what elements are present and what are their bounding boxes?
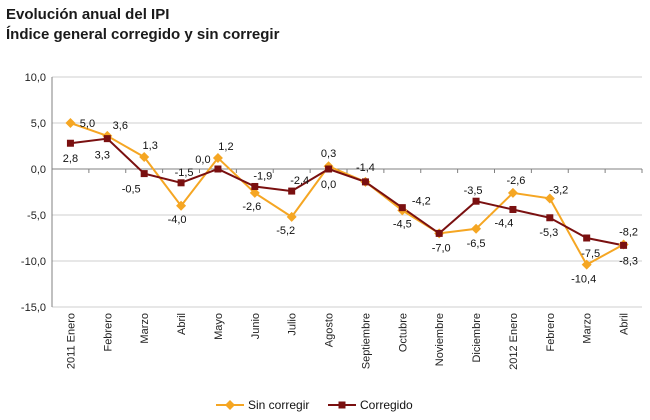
data-point-corregido — [435, 229, 443, 237]
y-tick-label: 5,0 — [31, 118, 46, 130]
x-tick-label: Julio — [287, 313, 299, 336]
data-label-sin-corregir: -5,2 — [276, 225, 295, 237]
data-label-corregido: -1,5 — [175, 167, 194, 179]
data-label-sin-corregir: -3,2 — [549, 184, 568, 196]
data-point-sin-corregir — [471, 223, 482, 234]
data-point-corregido — [251, 182, 259, 190]
data-label-corregido: -4,4 — [494, 217, 513, 229]
data-label-corregido: -4,2 — [412, 196, 431, 208]
data-point-sin-corregir — [507, 187, 518, 198]
data-point-corregido — [103, 135, 111, 143]
data-label-corregido: 0,0 — [321, 179, 336, 191]
x-tick-label: Febrero — [102, 313, 114, 352]
y-tick-label: -5,0 — [27, 210, 46, 222]
y-tick-label: -15,0 — [21, 302, 46, 314]
data-label-sin-corregir: -1,4 — [356, 162, 375, 174]
data-label-corregido: -1,9 — [253, 170, 272, 182]
data-label-sin-corregir: -8,2 — [619, 226, 638, 238]
chart-subtitle: Índice general corregido y sin corregir — [6, 26, 280, 43]
data-label-sin-corregir: 0,3 — [321, 148, 336, 160]
data-label-sin-corregir: 1,3 — [143, 140, 158, 152]
data-label-sin-corregir: -6,5 — [467, 238, 486, 250]
data-point-sin-corregir — [176, 200, 187, 211]
data-point-sin-corregir — [65, 118, 76, 128]
data-point-corregido — [472, 197, 480, 205]
series-line-corregido — [70, 137, 624, 247]
data-label-corregido: -8,3 — [619, 255, 638, 267]
data-label-sin-corregir: -10,4 — [571, 274, 596, 286]
data-label-sin-corregir: 5,0 — [80, 118, 95, 130]
data-label-sin-corregir: -2,6 — [242, 201, 261, 213]
data-point-sin-corregir — [581, 259, 592, 270]
data-label-corregido: -3,5 — [464, 185, 483, 197]
y-tick-label: -10,0 — [21, 256, 46, 268]
y-tick-label: 0,0 — [31, 164, 46, 176]
data-point-sin-corregir — [286, 211, 297, 222]
data-label-corregido: 0,0 — [195, 154, 210, 166]
legend-label-corregido: Corregido — [360, 398, 413, 412]
x-tick-label: Agosto — [324, 313, 336, 347]
data-label-sin-corregir: -4,0 — [168, 214, 187, 226]
data-point-corregido — [288, 187, 296, 195]
data-label-corregido: -0,5 — [122, 184, 141, 196]
data-label-sin-corregir: 3,6 — [113, 120, 128, 132]
x-tick-label: Febrero — [545, 313, 557, 352]
data-label-sin-corregir: -4,5 — [393, 218, 412, 230]
data-point-corregido — [620, 241, 628, 249]
x-tick-label: Mayo — [213, 313, 225, 340]
data-point-corregido — [509, 205, 517, 213]
legend-label-sin-corregir: Sin corregir — [248, 398, 309, 412]
data-point-sin-corregir — [212, 152, 223, 163]
series-line-sin-corregir — [70, 122, 625, 267]
data-point-sin-corregir — [544, 193, 555, 204]
data-label-sin-corregir: -2,6 — [506, 175, 525, 187]
x-tick-label: Marzo — [139, 313, 151, 344]
x-tick-label: Noviembre — [434, 313, 446, 366]
x-tick-label: Marzo — [582, 313, 594, 344]
data-point-sin-corregir — [139, 152, 150, 163]
x-tick-label: Abril — [176, 313, 188, 335]
x-tick-label: 2011 Enero — [65, 313, 77, 369]
data-label-sin-corregir: 1,2 — [218, 141, 233, 153]
data-label-corregido: -5,3 — [539, 227, 558, 239]
x-tick-label: Octubre — [397, 313, 409, 352]
x-tick-label: Junio — [250, 313, 262, 339]
data-label-sin-corregir: -7,0 — [432, 242, 451, 254]
x-tick-label: Diciembre — [471, 313, 483, 363]
data-point-corregido — [398, 204, 406, 212]
data-point-corregido — [140, 170, 148, 178]
data-point-corregido — [325, 165, 333, 173]
data-point-corregido — [546, 214, 554, 222]
x-tick-label: Septiembre — [360, 313, 372, 369]
data-point-corregido — [66, 139, 74, 147]
x-tick-label: 2012 Enero — [508, 313, 520, 370]
data-point-corregido — [177, 179, 185, 187]
legend-marker-diamond — [225, 400, 235, 410]
data-point-corregido — [583, 234, 591, 242]
chart-title: Evolución anual del IPI — [6, 6, 170, 23]
data-point-corregido — [214, 165, 222, 173]
x-tick-label: Abril — [619, 313, 631, 335]
data-label-corregido: 2,8 — [63, 153, 78, 165]
data-label-corregido: -7,5 — [581, 248, 600, 260]
data-label-corregido: -2,4 — [290, 175, 309, 187]
data-label-corregido: 3,3 — [95, 150, 110, 162]
legend-marker-square — [338, 401, 346, 409]
y-tick-label: 10,0 — [25, 72, 46, 84]
data-point-sin-corregir — [249, 187, 260, 198]
data-point-corregido — [361, 178, 369, 186]
